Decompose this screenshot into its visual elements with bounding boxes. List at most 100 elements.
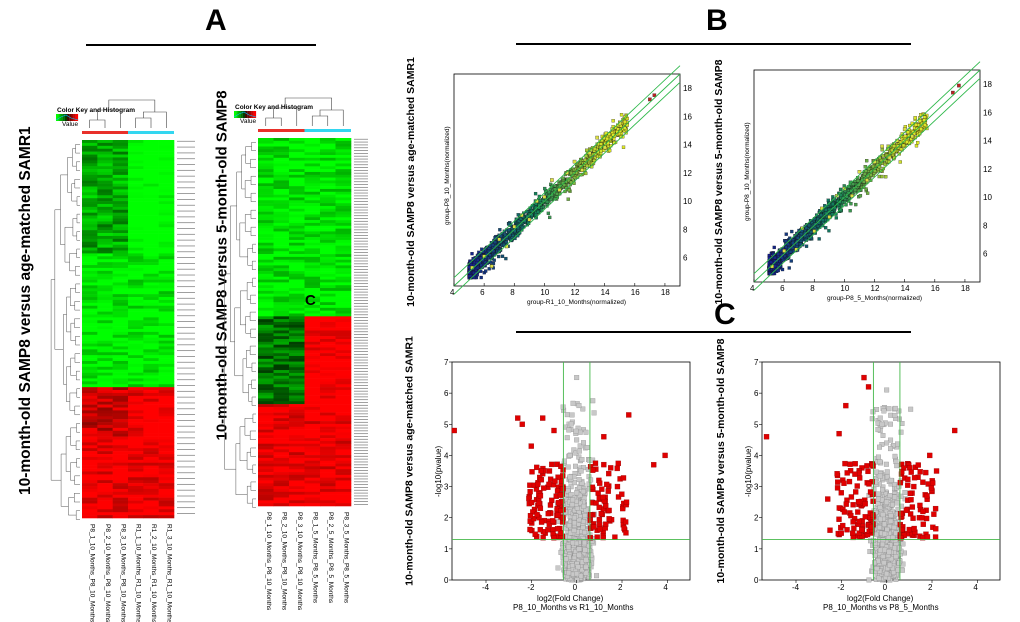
gene-label [354,331,368,333]
heatmap-cell [158,215,175,219]
heatmap-cell [82,398,98,402]
gene-label [354,450,368,452]
heatmap-cell [158,279,175,283]
heatmap-cell [97,474,113,478]
heatmap-cell [320,237,336,241]
heatmap-cell [320,313,336,317]
heatmap-cell [320,398,336,402]
heatmap-cell [97,369,113,373]
heatmap-cell [128,445,144,449]
heatmap-cell [97,215,113,219]
heatmap-cell [158,329,175,333]
heatmap-cell [158,395,175,400]
heatmap-cell [258,242,274,246]
heatmap-cell [82,427,98,432]
x-tick-label: 14 [901,284,910,293]
heatmap-cell [335,143,352,147]
scatter-point [831,202,835,206]
heatmap-cell [289,324,305,328]
dendrogram-branch [251,362,256,372]
heatmap-cell [97,314,113,318]
heatmap-cell [304,350,321,354]
heatmap-cell [304,166,321,170]
heatmap-cell [82,169,98,173]
heatmap-cell [128,483,144,487]
heatmap-cell [320,460,336,464]
heatmap-cell [258,273,274,278]
heatmap-cell [143,430,159,434]
heatmap-cell [289,378,305,382]
heatmap-cell [273,146,290,150]
heatmap-cell [82,140,98,144]
heatmap-cell [143,302,159,307]
heatmap-cell [289,302,305,306]
scatter-point [784,245,788,249]
heatmap-cell [304,310,321,314]
heatmap-cell [128,201,144,205]
heatmap-cell [273,378,290,382]
scatter-point [569,171,574,175]
heatmap-cell [258,183,274,187]
heatmap-cell [97,506,113,510]
scatter-point [507,228,511,232]
heatmap-cell [143,308,159,312]
heatmap-cell [82,177,98,182]
dendrogram-branch [246,451,253,470]
heatmap-cell [128,215,144,219]
gene-label [177,228,195,229]
heatmap-cell [335,290,352,294]
group-bar-2 [128,131,174,134]
heatmap-cell [158,308,175,312]
heatmap-cell [143,233,159,237]
heatmap-cell [273,222,290,227]
heatmap-1-side-label: 10-month-old SAMP8 versus age-matched SA… [17,126,34,495]
heatmap-cell [335,302,352,306]
heatmap-cell [289,149,305,153]
heatmap-cell [128,503,144,507]
heatmap-inner-label: C [305,292,316,309]
heatmap-cell [97,198,113,202]
heatmap-cell [304,268,321,272]
scatter-point [903,134,908,138]
heatmap-cell [258,452,274,456]
heatmap-cell [112,154,129,158]
heatmap-cell [82,471,98,475]
heatmap-cell [304,460,321,464]
heatmap-cell [320,186,336,190]
y-axis-label: group-P8_10_Months(normalized) [444,126,451,225]
heatmap-cell [128,169,144,173]
heatmap-cell [112,244,129,248]
heatmap-cell [273,398,290,402]
heatmap-cell [158,512,175,516]
heatmap-cell [112,285,129,289]
heatmap-cell [158,273,175,277]
heatmap-cell [82,483,98,487]
heatmap-cell [82,192,98,196]
dendrogram-branch [75,510,80,520]
heatmap-cell [335,296,352,300]
reference-line [753,61,981,275]
heatmap-cell [112,166,129,170]
heatmap-cell [143,401,159,405]
heatmap-cell [82,238,98,243]
heatmap-cell [97,448,113,452]
heatmap-cell [128,381,144,385]
heatmap-cell [335,169,352,173]
scatter-point [479,256,483,261]
heatmap-cell [112,486,129,490]
heatmap-cell [335,183,352,187]
heatmap-cell [158,363,175,368]
dendrogram-branch [242,358,249,394]
panel-label-b: B [706,4,728,37]
heatmap-cell [320,367,336,371]
heatmap-cell [258,186,274,190]
scatter-point [854,202,858,207]
heatmap-cell [304,169,321,173]
gene-label [354,184,368,185]
heatmap-cell [304,381,321,385]
heatmap-cell [97,177,113,182]
heatmap-cell [128,218,144,222]
heatmap-cell [112,192,129,196]
gene-label [177,262,195,264]
heatmap-cell [289,469,305,473]
